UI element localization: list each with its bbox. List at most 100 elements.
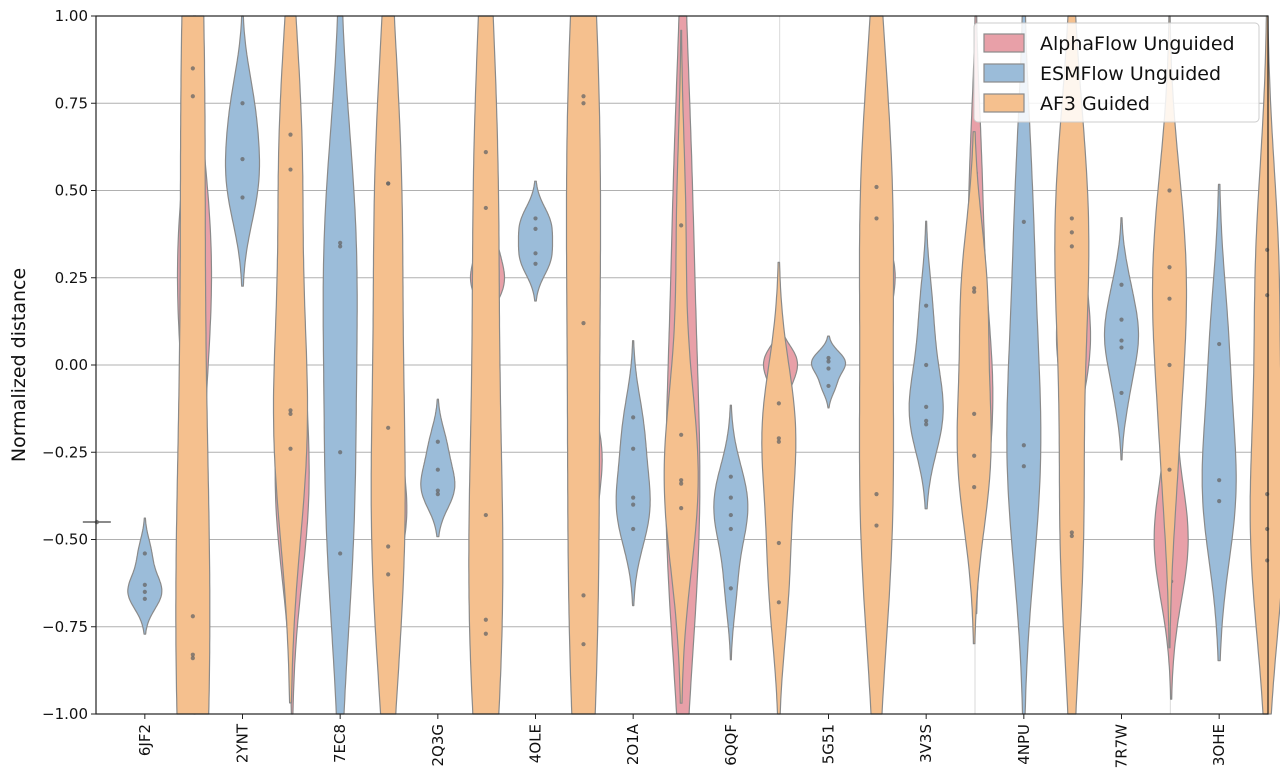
legend-swatch-1 (983, 63, 1025, 83)
violin-4ole-s2-point-1 (581, 101, 586, 106)
violin-6jf2-s2-point-3 (190, 652, 195, 657)
violin-2q3g-s2-point-0 (483, 150, 488, 155)
violin-6qqf-s1-point-0 (728, 474, 733, 479)
violin-3ohe-s1-body (1201, 183, 1237, 662)
y-tick-label-3: −0.25 (42, 443, 88, 461)
violin-7ec8-s2-point-1 (386, 181, 391, 186)
violin-6jf2-s0-point-0 (94, 519, 100, 525)
violin-2q3g-s1-point-1 (435, 467, 440, 472)
violin-3v3s-s1-point-4 (924, 422, 929, 427)
violin-6jf2-s2-body (175, 15, 211, 715)
violin-4npu-s1-point-1 (1021, 443, 1026, 448)
violin-4npu-s2-point-0 (1069, 216, 1074, 221)
violin-2ynt-s2-point-1 (288, 167, 293, 172)
x-tick-label-4ole: 4OLE (527, 724, 545, 763)
x-tick-label-6jf2: 6JF2 (136, 724, 154, 756)
violin-7ec8-s1-body (322, 15, 358, 715)
violin-2o1a-s1-point-0 (631, 415, 636, 420)
x-tick-label-2ynt: 2YNT (234, 723, 252, 763)
violin-6qqf-s2-point-0 (776, 401, 781, 406)
y-axis-label: Normalized distance (8, 268, 30, 462)
x-tick-label-3ohe: 3OHE (1210, 724, 1228, 766)
violin-2o1a-s1-body (615, 340, 651, 607)
violin-2o1a-s1-point-4 (631, 526, 636, 532)
x-tick-label-2o1a: 2O1A (624, 723, 642, 765)
x-tick-label-4npu: 4NPU (1015, 724, 1033, 765)
violin-5g51-s2-point-0 (874, 184, 879, 190)
violin-6qqf-s2-point-1 (776, 436, 781, 441)
violin-2o1a-s1-point-1 (631, 446, 636, 451)
violin-6qqf-s2-body (761, 261, 797, 715)
violin-2ynt-s1-body (224, 15, 261, 287)
y-tick-label-7: 0.75 (55, 94, 88, 112)
violin-4ole-s2-point-2 (581, 321, 586, 326)
violin-2q3g-s2-body (468, 15, 504, 715)
violin-4npu-s1-point-2 (1021, 464, 1026, 469)
violin-4ole-s1-point-1 (533, 226, 538, 231)
violin-3ohe-s1-point-1 (1217, 478, 1222, 483)
violin-4ole-s1-body (517, 180, 554, 302)
violin-2o1a-s2-point-3 (679, 481, 684, 486)
violin-6jf2-s1-point-0 (142, 551, 147, 556)
violin-4ole-s2-point-3 (581, 593, 586, 598)
x-tick-label-5g51: 5G51 (820, 724, 838, 764)
violin-6jf2-s2-point-1 (190, 94, 195, 99)
violin-2o1a-s2-body (663, 29, 699, 704)
violin-5g51-s1-body (810, 335, 847, 409)
violin-7r7w-s2-point-4 (1167, 467, 1172, 472)
violin-7ec8-s2-point-4 (386, 572, 391, 577)
violin-6qqf-s1-point-3 (728, 526, 733, 532)
violin-4npu-s2-point-3 (1069, 530, 1074, 535)
violin-6jf2-s1-body (127, 517, 163, 635)
x-tick-label-2q3g: 2Q3G (429, 724, 447, 767)
violin-6qqf-s1-point-4 (728, 586, 733, 591)
y-tick-label-5: 0.25 (55, 269, 88, 287)
violin-5g51-s1-point-2 (826, 366, 831, 371)
violin-6qqf-s2-point-3 (776, 540, 781, 546)
series-esmflow-unguided (127, 15, 1237, 715)
violin-5g51-s1-point-1 (826, 359, 831, 364)
violin-3ohe-s2-point-4 (1265, 558, 1270, 563)
violin-6jf2-s1-point-3 (142, 596, 147, 601)
violin-7ec8-s2-body (370, 15, 406, 715)
violin-4ole-s2-point-4 (581, 642, 586, 647)
violin-2q3g-s1-point-3 (435, 492, 440, 497)
violin-3v3s-s2-point-3 (972, 453, 977, 458)
violin-7r7w-s2-point-2 (1167, 296, 1172, 301)
violin-2ynt-s2-point-4 (288, 446, 293, 451)
violin-2ynt-s1-point-0 (240, 101, 245, 106)
violin-7r7w-s2-point-0 (1167, 188, 1172, 193)
violin-6qqf-s2-point-2 (776, 439, 781, 444)
violin-5g51-s2-point-3 (874, 523, 879, 528)
violin-3v3s-s2-point-0 (972, 286, 977, 291)
violin-2q3g-s1-point-2 (435, 488, 440, 493)
violin-6qqf-s1-point-1 (728, 495, 733, 500)
violin-2q3g-s2-point-4 (483, 631, 488, 636)
y-tick-label-4: 0.00 (55, 356, 88, 374)
legend-box (973, 22, 1260, 123)
violin-3ohe-s2-point-1 (1265, 293, 1270, 298)
x-axis-ticks: 6JF2 2YNT 7EC8 2Q3G 4OLE 2O1A 6QQF 5G51 3V3S 4NPU… (136, 714, 1228, 768)
violin-2ynt-s1-point-2 (240, 195, 245, 200)
violin-3v3s-s1-point-0 (924, 303, 929, 308)
violin-7r7w-s1-point-0 (1119, 282, 1124, 287)
violin-3ohe-s2-point-2 (1265, 492, 1270, 497)
violin-3v3s-s2-point-1 (972, 289, 977, 294)
legend-label-1: ESMFlow Unguided (1040, 63, 1221, 85)
y-tick-label-0: −1.00 (42, 705, 88, 723)
violin-7r7w-s1-point-3 (1119, 345, 1124, 350)
violin-2o1a-s2-point-0 (679, 223, 684, 228)
violin-3ohe-s2-point-3 (1265, 526, 1270, 532)
violin-4npu-s2-point-1 (1069, 230, 1074, 235)
violin-2o1a-s2-point-2 (679, 478, 684, 483)
violin-2ynt-s2-point-0 (288, 132, 293, 137)
violin-6qqf-s1-body (713, 404, 749, 661)
x-tick-label-7ec8: 7EC8 (331, 724, 349, 763)
violin-6jf2-s2-point-4 (190, 656, 195, 661)
violin-5g51-s2-body (858, 15, 895, 715)
legend-swatch-0 (983, 33, 1025, 53)
violin-7r7w-s2-point-3 (1167, 362, 1172, 368)
violin-3v3s-s1-point-1 (924, 362, 929, 368)
violin-6jf2-s2-point-2 (190, 614, 195, 619)
